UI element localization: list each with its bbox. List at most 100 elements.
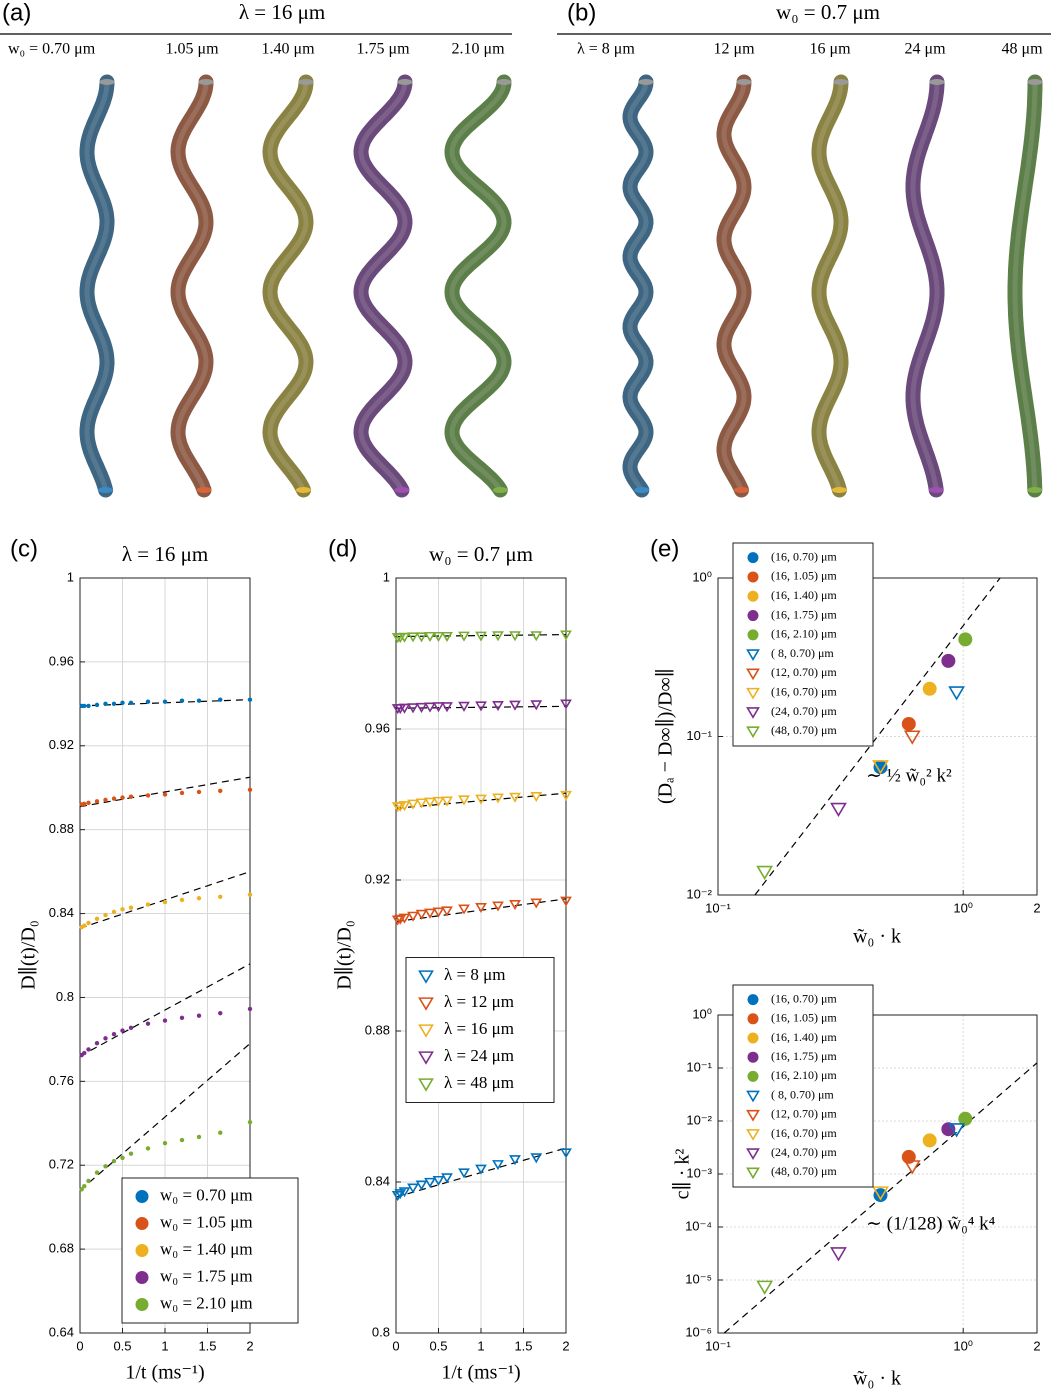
plot-frame	[717, 577, 1038, 896]
point	[424, 908, 436, 919]
tube-end	[1027, 79, 1043, 85]
point	[458, 701, 470, 712]
y-axis-label: c∥ · k²	[672, 1149, 694, 1200]
point	[560, 1148, 572, 1159]
legend-label: (16, 2.10) μm	[771, 627, 837, 641]
tube	[444, 74, 512, 498]
point	[492, 901, 504, 912]
tube-label: 48 μm	[1001, 41, 1043, 58]
legend-marker	[746, 1109, 760, 1122]
legend-marker	[746, 687, 760, 700]
legend-marker	[747, 994, 759, 1006]
x-tick-label: 2	[1033, 1338, 1040, 1353]
legend-label: (24, 0.70) μm	[771, 704, 837, 718]
point	[441, 906, 453, 917]
point	[530, 631, 543, 642]
x-tick-label: 2	[1033, 900, 1040, 915]
y-tick-label: 0.92	[365, 871, 390, 886]
plot-frame	[79, 577, 251, 1334]
x-tick-label: 0.5	[429, 1338, 447, 1353]
legend-label: (12, 0.70) μm	[771, 1107, 837, 1121]
legend-label: (16, 0.70) μm	[771, 1126, 837, 1140]
point	[94, 1170, 100, 1175]
point	[560, 699, 572, 710]
point	[196, 789, 202, 795]
y-tick-label: 0.84	[49, 905, 74, 920]
point	[179, 790, 185, 796]
legend-marker	[418, 1051, 434, 1065]
chart-title: w₀ = 0.7 μm	[429, 542, 533, 566]
point	[756, 1280, 774, 1295]
tube-end	[928, 487, 944, 493]
point	[82, 1183, 87, 1189]
tube-end	[298, 79, 314, 85]
tube	[811, 74, 849, 498]
tube-label: 1.40 μm	[261, 41, 315, 58]
point	[424, 702, 436, 713]
legend-label: (24, 0.70) μm	[771, 1145, 837, 1159]
legend: (16, 0.70) μm (16, 1.05) μm (16, 1.40) μm (…	[732, 542, 874, 747]
tube-end	[634, 487, 650, 493]
tube-highlight	[267, 81, 309, 492]
tube-end	[394, 487, 410, 493]
point	[128, 1025, 134, 1031]
x-tick-label: 0	[76, 1338, 83, 1353]
point	[398, 703, 411, 714]
point	[120, 1155, 125, 1161]
point	[872, 1186, 889, 1201]
point	[247, 697, 253, 702]
legend-marker	[747, 1070, 759, 1082]
y-tick-label: 10⁻⁶	[685, 1324, 712, 1339]
point	[492, 1160, 504, 1171]
point	[424, 631, 436, 642]
legend-marker	[418, 1024, 434, 1038]
legend-label: (16, 1.75) μm	[771, 607, 837, 621]
legend-marker	[746, 668, 760, 681]
legend-label: w₀ = 1.40 μm	[160, 1239, 253, 1258]
point	[86, 1047, 91, 1052]
point	[415, 1180, 428, 1191]
point	[398, 913, 411, 924]
point	[128, 1151, 134, 1156]
y-tick-label: 0.72	[49, 1157, 74, 1172]
legend-marker	[135, 1217, 149, 1230]
plot-frame	[717, 1014, 1038, 1334]
point	[475, 794, 487, 805]
y-tick-label: 0.88	[365, 1022, 390, 1037]
legend-label: w₀ = 2.10 μm	[160, 1293, 253, 1312]
point	[398, 632, 411, 643]
point	[407, 799, 419, 810]
point	[218, 1130, 223, 1135]
y-axis-label: (Dₐ − D∞∥)/D∞∥	[655, 668, 677, 804]
point	[82, 703, 87, 709]
legend-label: (16, 1.05) μm	[771, 569, 837, 583]
y-tick-label: 1	[67, 569, 74, 584]
legend-marker	[747, 1032, 759, 1044]
point	[415, 632, 428, 643]
tube-label: 2.10 μm	[451, 41, 505, 58]
point	[79, 1187, 84, 1192]
point	[103, 912, 108, 918]
legend: (16, 0.70) μm (16, 1.05) μm (16, 1.40) μm (…	[732, 984, 874, 1188]
legend-marker	[746, 726, 760, 739]
legend-marker	[747, 571, 759, 583]
point	[82, 801, 87, 807]
point	[492, 631, 504, 642]
point	[415, 798, 428, 809]
point	[82, 923, 87, 928]
point	[145, 1146, 151, 1151]
x-axis-label: w̃₀ · k	[853, 1368, 901, 1390]
point	[530, 898, 543, 909]
point	[530, 1153, 543, 1164]
point	[103, 1036, 108, 1041]
legend-label: w₀ = 1.05 μm	[160, 1212, 253, 1231]
tube-end	[99, 79, 115, 85]
tube	[170, 74, 214, 498]
point	[247, 892, 253, 897]
legend: λ = 8 μm λ = 12 μm λ = 16 μm λ = 24 μm λ = 4…	[405, 957, 555, 1103]
point	[441, 631, 453, 642]
legend-label: λ = 8 μm	[444, 965, 505, 984]
point	[162, 792, 168, 797]
point	[922, 681, 937, 696]
